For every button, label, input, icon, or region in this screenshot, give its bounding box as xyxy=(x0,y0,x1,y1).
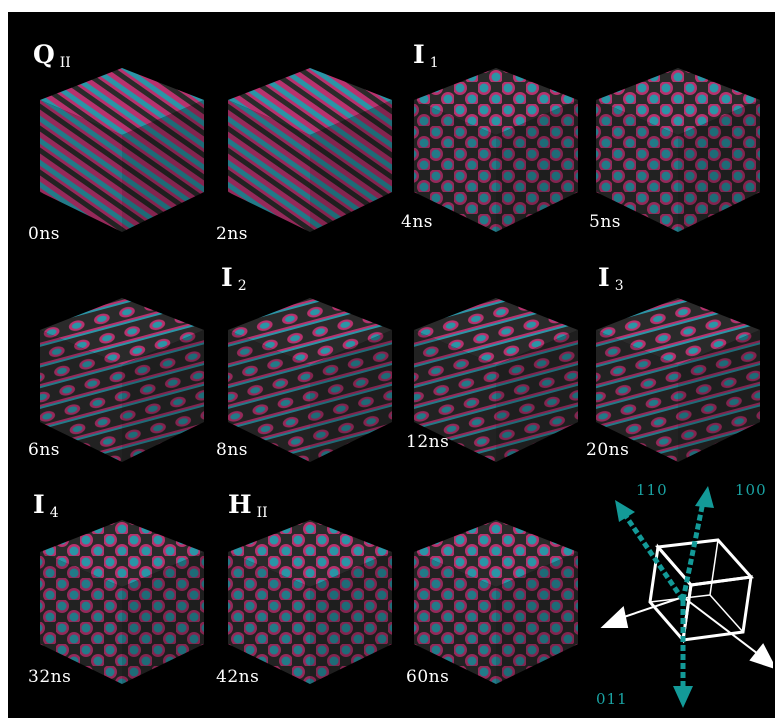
cube-face-right-shade xyxy=(122,100,204,232)
cube-face-left-shade xyxy=(228,330,310,462)
cube-face-right-shade xyxy=(122,330,204,462)
time-label-6ns: 6ns xyxy=(28,440,60,460)
cube-face-left-shade xyxy=(40,552,122,684)
time-label-32ns: 32ns xyxy=(28,667,72,687)
cube-face-right-shade xyxy=(310,552,392,684)
cube-face-left-shade xyxy=(40,100,122,232)
cube-face-left xyxy=(228,552,310,684)
cube-32ns xyxy=(40,520,204,684)
cube-face-top xyxy=(40,520,204,587)
cube-face-left-shade xyxy=(228,552,310,684)
cube-face-right xyxy=(496,100,578,232)
cube-face-right xyxy=(678,330,760,462)
cube-face-left xyxy=(414,552,496,684)
cube-face-top xyxy=(40,298,204,365)
cube-face-top xyxy=(228,298,392,365)
phase-label-QII: Q II xyxy=(33,40,71,71)
cube-face-left xyxy=(596,100,678,232)
cube-face-right-shade xyxy=(496,552,578,684)
cube-20ns xyxy=(596,298,760,462)
time-label-5ns: 5ns xyxy=(589,212,621,232)
cube-face-right xyxy=(678,100,760,232)
cube-0ns xyxy=(40,68,204,232)
cube-face-right xyxy=(496,330,578,462)
cube-face-left xyxy=(40,100,122,232)
cube-face-right-shade xyxy=(496,100,578,232)
axis-label-100: 100 xyxy=(735,481,767,499)
cube-face-top xyxy=(228,68,392,135)
cube-4ns xyxy=(414,68,578,232)
time-label-42ns: 42ns xyxy=(216,667,260,687)
cube-face-left-shade xyxy=(414,330,496,462)
cube-8ns xyxy=(228,298,392,462)
cube-face-top xyxy=(414,68,578,135)
cube-face-right-shade xyxy=(122,552,204,684)
cube-face-top xyxy=(596,298,760,365)
cube-face-top xyxy=(414,298,578,365)
cube-face-top xyxy=(596,68,760,135)
cube-face-right xyxy=(310,100,392,232)
time-label-8ns: 8ns xyxy=(216,440,248,460)
cube-face-right-shade xyxy=(310,330,392,462)
cube-face-left-shade xyxy=(414,100,496,232)
cube-face-left-shade xyxy=(414,552,496,684)
cube-60ns xyxy=(414,520,578,684)
cube-face-left xyxy=(40,330,122,462)
cube-5ns xyxy=(596,68,760,232)
cube-6ns xyxy=(40,298,204,462)
cube-face-top xyxy=(414,520,578,587)
cube-face-left xyxy=(228,330,310,462)
axis-label-011: 011 xyxy=(596,690,628,708)
cube-face-left-shade xyxy=(596,330,678,462)
wireframe-cube xyxy=(648,538,755,644)
cube-face-right-shade xyxy=(678,330,760,462)
time-label-12ns: 12ns xyxy=(406,432,450,452)
cube-face-left xyxy=(40,552,122,684)
time-label-60ns: 60ns xyxy=(406,667,450,687)
cube-face-left-shade xyxy=(40,330,122,462)
crystal-axis-diagram xyxy=(600,486,773,708)
figure-panel: 0ns 2ns 4ns 5ns 6ns 8ns 12ns 20ns 32ns 4… xyxy=(8,12,775,718)
cube-face-left xyxy=(228,100,310,232)
cube-face-right xyxy=(310,552,392,684)
cube-face-right xyxy=(496,552,578,684)
cube-face-right xyxy=(122,330,204,462)
time-label-0ns: 0ns xyxy=(28,224,60,244)
cube-face-left xyxy=(414,100,496,232)
cube-face-right-shade xyxy=(496,330,578,462)
cube-face-right xyxy=(122,552,204,684)
cube-face-right-shade xyxy=(678,100,760,232)
time-label-20ns: 20ns xyxy=(586,440,630,460)
phase-label-HII: H II xyxy=(228,490,268,521)
cube-face-right xyxy=(310,330,392,462)
cube-42ns xyxy=(228,520,392,684)
cube-face-left xyxy=(414,330,496,462)
cube-2ns xyxy=(228,68,392,232)
axis-label-110: 110 xyxy=(636,481,668,499)
cube-face-top xyxy=(40,68,204,135)
time-label-2ns: 2ns xyxy=(216,224,248,244)
time-label-4ns: 4ns xyxy=(401,212,433,232)
cube-face-left-shade xyxy=(596,100,678,232)
cube-face-right-shade xyxy=(310,100,392,232)
cube-face-right xyxy=(122,100,204,232)
cube-face-top xyxy=(228,520,392,587)
cube-12ns xyxy=(414,298,578,462)
cube-face-left-shade xyxy=(228,100,310,232)
cube-face-left xyxy=(596,330,678,462)
